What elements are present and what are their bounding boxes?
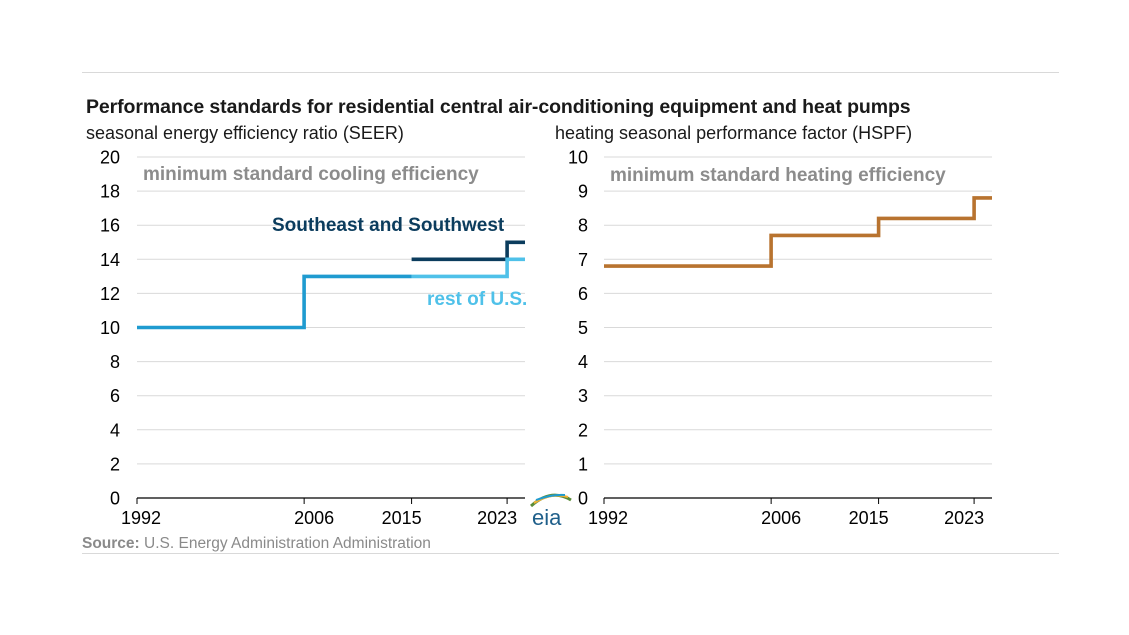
series-line [604, 196, 992, 268]
y-tick-label: 8 [578, 216, 588, 236]
y-tick-label: 2 [110, 454, 120, 474]
x-tick-label: 2023 [944, 508, 984, 528]
y-tick-label: 6 [110, 386, 120, 406]
series-label: Southeast and Southwest [272, 215, 505, 236]
logo-arc-blue [535, 493, 566, 501]
y-tick-label: 14 [100, 250, 120, 270]
y-tick-label: 8 [110, 352, 120, 372]
top-rule [82, 72, 1059, 73]
logo-wordmark: eia [532, 505, 562, 530]
y-tick-label: 12 [100, 284, 120, 304]
y-tick-label: 10 [568, 148, 588, 168]
y-tick-label: 10 [100, 318, 120, 338]
series-label: rest of U.S. [427, 289, 527, 310]
x-tick-label: 1992 [588, 508, 628, 528]
y-tick-label: 3 [578, 386, 588, 406]
series-line-rest-of-u-s- [411, 257, 525, 279]
y-tick-label: 2 [578, 420, 588, 440]
y-tick-label: 5 [578, 318, 588, 338]
bottom-rule [82, 553, 1059, 554]
series-line [137, 274, 412, 330]
series-line-southeast-and-southwest [411, 240, 525, 262]
source-note: Source: U.S. Energy Administration Admin… [82, 535, 431, 553]
y-tick-label: 20 [100, 148, 120, 168]
y-tick-label: 18 [100, 182, 120, 202]
y-tick-label: 4 [578, 352, 588, 372]
panel-annotation: minimum standard cooling efficiency [143, 164, 479, 185]
y-tick-label: 4 [110, 420, 120, 440]
y-axis-label: seasonal energy efficiency ratio (SEER) [86, 123, 404, 143]
source-label: Source: [82, 535, 140, 552]
y-tick-label: 1 [578, 454, 588, 474]
x-tick-label: 2015 [382, 508, 422, 528]
source-text: U.S. Energy Administration Administratio… [144, 535, 431, 552]
y-tick-label: 0 [110, 489, 120, 509]
x-tick-label: 2006 [294, 508, 334, 528]
y-axis-label: heating seasonal performance factor (HSP… [555, 123, 912, 143]
y-tick-label: 0 [578, 489, 588, 509]
y-tick-label: 9 [578, 182, 588, 202]
y-tick-label: 7 [578, 250, 588, 270]
panel-annotation: minimum standard heating efficiency [610, 165, 946, 186]
x-tick-label: 2023 [477, 508, 517, 528]
x-tick-label: 2015 [849, 508, 889, 528]
y-tick-label: 6 [578, 284, 588, 304]
x-tick-label: 2006 [761, 508, 801, 528]
y-tick-label: 16 [100, 216, 120, 236]
x-tick-label: 1992 [121, 508, 161, 528]
chart-title: Performance standards for residential ce… [86, 96, 911, 118]
